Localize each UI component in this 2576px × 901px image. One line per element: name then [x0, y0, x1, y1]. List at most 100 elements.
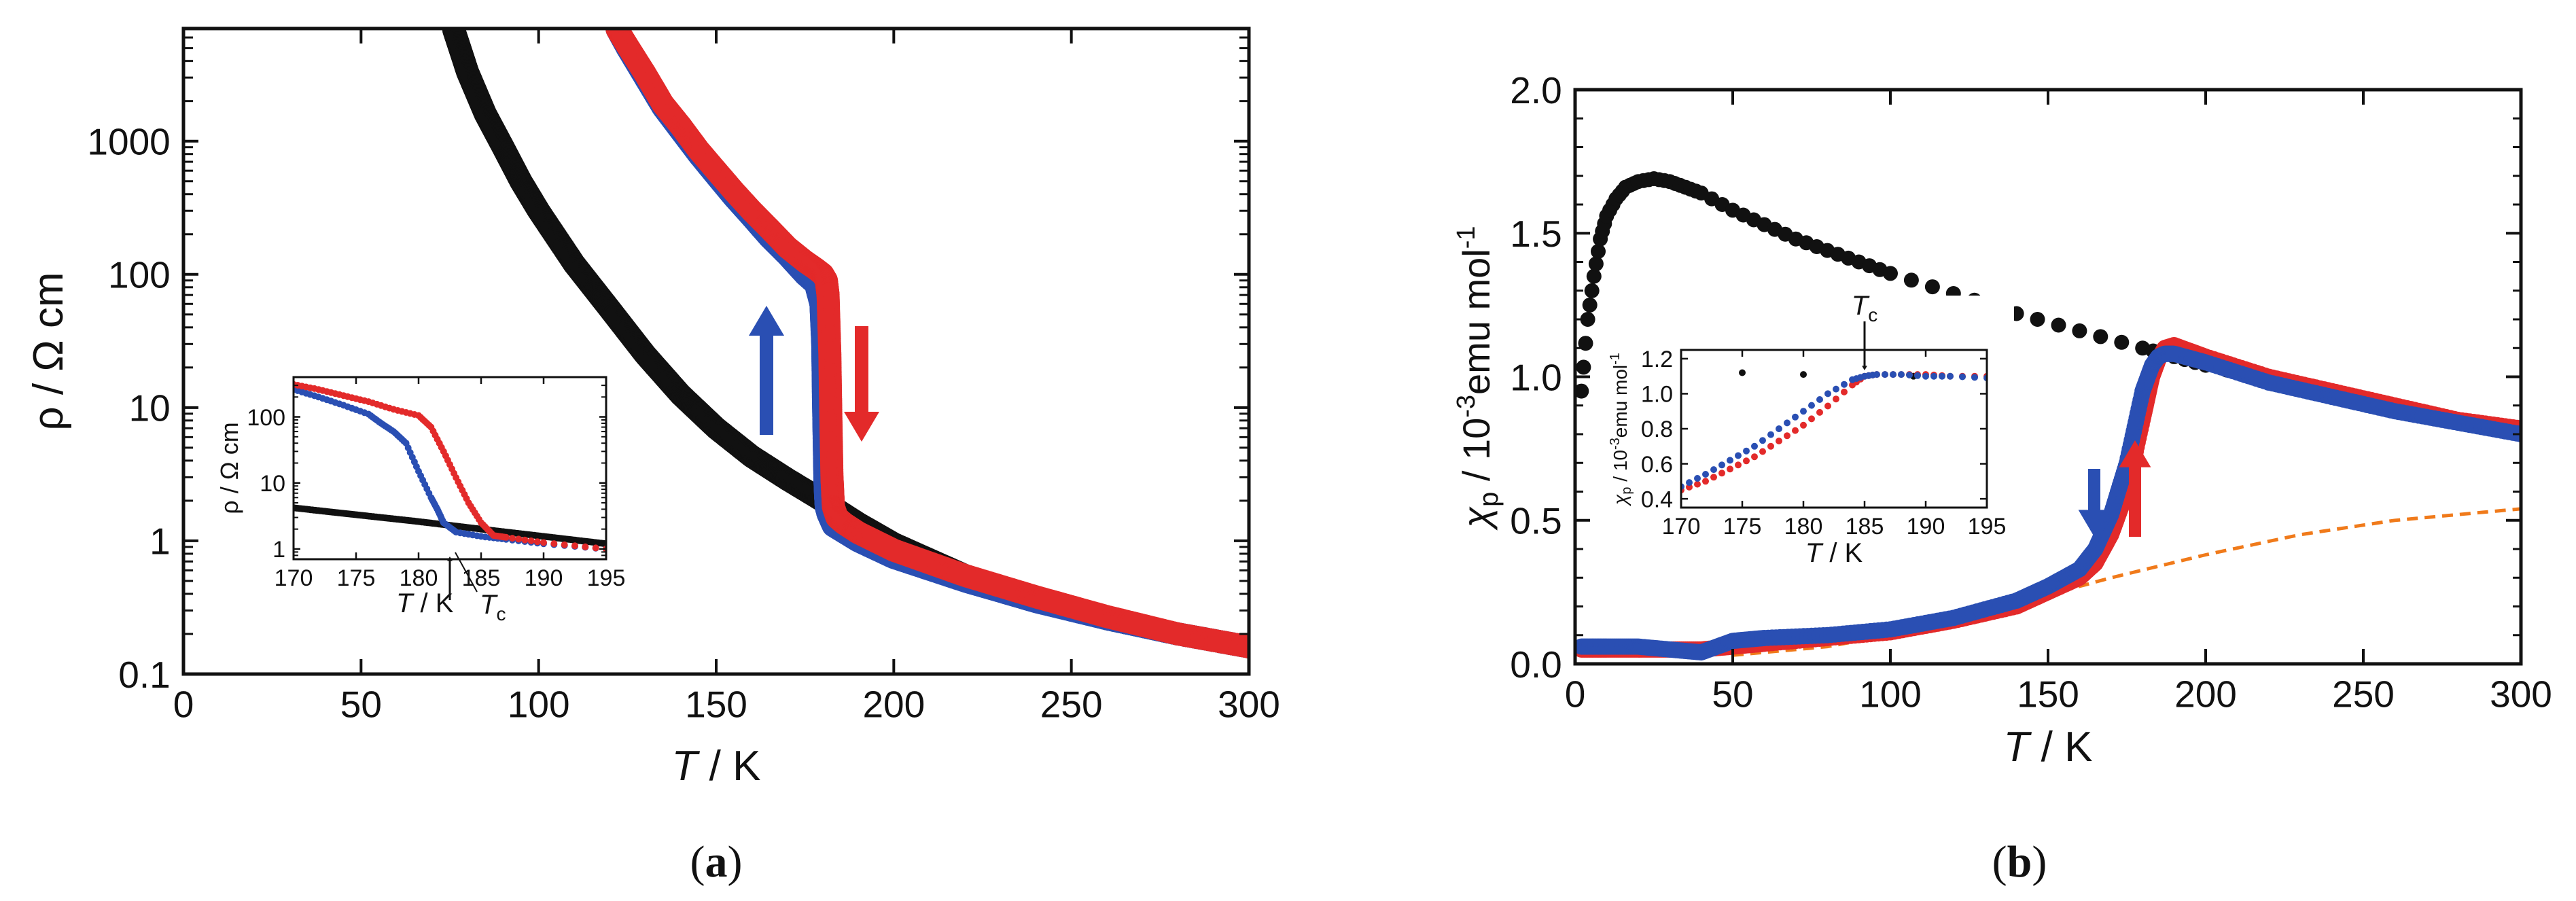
a-ytick-label: 1: [149, 520, 171, 563]
panel-b-caption: (b): [1992, 837, 2047, 887]
panel-a-heating-arrow-head: [844, 412, 879, 442]
panel-b-inset-bg: [1606, 296, 2014, 565]
b-inset-ytick-label: 1.0: [1641, 382, 1673, 408]
b-inset-xtick-label: 185: [1846, 514, 1884, 540]
b-inset-blue-point: [1816, 396, 1823, 403]
a-inset-xtick-label: 170: [275, 565, 313, 591]
a-inset-ytick-label: 10: [260, 471, 285, 497]
b-inset-blue-point: [1971, 374, 1978, 381]
a-xtick-label: 300: [1218, 683, 1280, 725]
b-xtick-label: 300: [2490, 673, 2552, 715]
b-inset-blue-point: [1930, 372, 1937, 380]
b-black-point: [1576, 359, 1591, 375]
b-ytick-label: 2.0: [1510, 69, 1562, 111]
b-inset-blue-point: [1718, 461, 1725, 469]
a-inset-red-point: [561, 541, 568, 548]
b-black-point: [1578, 336, 1593, 351]
caption-paren-close: ): [728, 837, 743, 887]
b-inset-ytick-label: 0.4: [1641, 487, 1673, 512]
b-inset-blue-point: [1710, 466, 1717, 474]
a-inset-red-point: [592, 544, 599, 552]
a-ytick-label: 1000: [87, 121, 170, 163]
b-xtick-label: 0: [1565, 673, 1586, 715]
a-inset-red-point: [527, 537, 535, 544]
b-inset-ytick-label: 0.8: [1641, 417, 1673, 442]
b-black-point: [1584, 283, 1600, 298]
b-black-point: [2093, 329, 2109, 344]
b-inset-red-point: [1841, 388, 1848, 395]
b-black-point: [2114, 334, 2130, 350]
a-red-point: [1237, 635, 1249, 658]
panel-a-tc-label: Tc: [480, 590, 506, 624]
a-xtick-label: 200: [862, 683, 925, 725]
b-inset-blue-point: [1735, 452, 1742, 459]
b-inset-xtick-label: 195: [1968, 514, 2007, 540]
panel-b-xlabel: T / K: [2004, 724, 2093, 771]
a-xtick-label: 50: [340, 683, 382, 725]
panel-b-inset-xlabel: T / K: [1805, 538, 1863, 568]
b-inset-blue-point: [1841, 381, 1848, 388]
b-ytick-label: 0.5: [1510, 500, 1562, 542]
a-xtick-label: 150: [685, 683, 747, 725]
b-black-point: [1582, 297, 1598, 313]
a-inset-red-point: [540, 539, 547, 546]
panel-a-ylabel: ρ / Ω cm: [25, 272, 72, 430]
b-inset-red-point: [1824, 402, 1831, 410]
b-inset-red-point: [1743, 457, 1750, 465]
panel-a-inset-xlabel: T / K: [396, 588, 454, 618]
b-inset-red-point: [1776, 438, 1782, 444]
b-inset-blue-point: [1694, 475, 1701, 482]
caption-paren-open: (: [690, 837, 705, 887]
a-inset-red-point: [509, 535, 516, 542]
b-inset-red-point: [1808, 415, 1815, 423]
b-inset-xtick-label: 170: [1662, 514, 1701, 540]
b-inset-ytick-label: 1.2: [1641, 347, 1673, 372]
b-inset-blue-point: [1833, 385, 1839, 393]
b-inset-blue-point: [1922, 372, 1929, 380]
panel-a-xlabel: T / K: [672, 743, 761, 790]
a-inset-red-point: [571, 542, 578, 550]
b-ytick-label: 0.0: [1510, 643, 1562, 686]
a-xtick-label: 100: [508, 683, 570, 725]
b-black-point: [2072, 323, 2087, 338]
panel-a: 0 50 100 150 200 250 300 0.1 1 10 100 1000 T / K ρ / …: [25, 26, 1280, 887]
a-inset-xtick-label: 185: [462, 565, 501, 591]
a-inset-red-point: [550, 540, 558, 548]
b-ytick-label: 1.0: [1510, 356, 1562, 398]
a-xtick-label: 0: [173, 683, 194, 725]
panel-a-inset-ylabel: ρ / Ω cm: [215, 422, 243, 514]
b-ytick-label: 1.5: [1510, 213, 1562, 255]
b-inset-blue-point: [1784, 419, 1790, 427]
b-inset-red-point: [1710, 474, 1717, 481]
b-inset-red-point: [1735, 461, 1742, 469]
b-inset-blue-point: [1824, 390, 1831, 398]
b-inset-red-point: [1702, 478, 1709, 485]
b-inset-black-point: [1800, 371, 1807, 378]
b-black-point: [1883, 266, 1898, 281]
b-inset-red-point: [1800, 421, 1807, 429]
b-inset-red-point: [1792, 427, 1799, 434]
b-inset-blue-point: [1792, 413, 1799, 421]
b-xtick-label: 50: [1712, 673, 1753, 715]
b-inset-blue-point: [1776, 425, 1782, 432]
b-xtick-label: 100: [1859, 673, 1922, 715]
panel-a-tc-leader: [455, 552, 478, 593]
panel-a-plot-area: [442, 29, 1249, 658]
b-inset-blue-point: [1939, 372, 1945, 380]
caption-paren-open: (: [1992, 837, 2007, 887]
b-inset-xtick-label: 175: [1723, 514, 1762, 540]
panel-a-cooling-arrow-head: [749, 306, 784, 336]
b-black-point: [2030, 312, 2045, 327]
b-black-point: [1591, 244, 1606, 259]
b-black-point: [1588, 256, 1604, 272]
panel-b: 0 50 100 150 200 250 300 0.0 0.5 1.0 1.5 2.0 T / K χp…: [1452, 69, 2552, 887]
panel-b-inset-ylabel: χp / 10-3emu mol-1: [1608, 353, 1634, 507]
b-xtick-label: 250: [2332, 673, 2395, 715]
b-inset-blue-point: [1767, 431, 1774, 438]
panel-b-inset-plot: [1681, 369, 1987, 494]
b-inset-blue-point: [1947, 372, 1954, 380]
a-ytick-label: 0.1: [118, 654, 170, 696]
b-inset-blue-point: [1727, 457, 1733, 464]
b-inset-blue-point: [1873, 371, 1880, 378]
